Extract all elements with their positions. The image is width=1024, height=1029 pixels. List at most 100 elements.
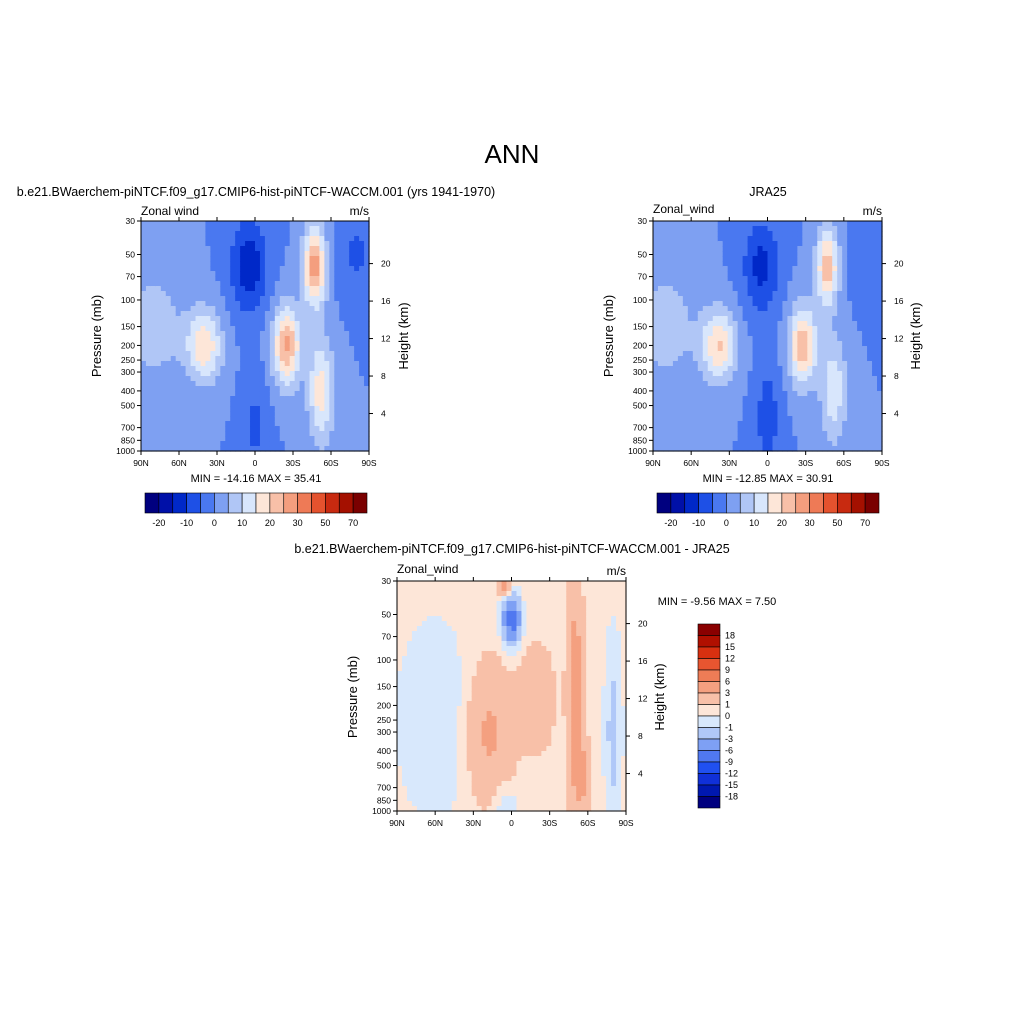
field-cell bbox=[334, 346, 340, 352]
field-cell bbox=[407, 656, 413, 662]
field-cell bbox=[673, 431, 679, 437]
field-cell bbox=[344, 241, 350, 247]
field-cell bbox=[397, 606, 403, 612]
field-cell bbox=[718, 351, 724, 357]
field-cell bbox=[658, 296, 664, 302]
y-tick-label: 100 bbox=[633, 295, 647, 305]
field-cell bbox=[240, 256, 246, 262]
field-cell bbox=[250, 431, 256, 437]
field-cell bbox=[191, 436, 197, 442]
field-cell bbox=[290, 376, 296, 382]
field-cell bbox=[782, 261, 788, 267]
field-cell bbox=[663, 316, 669, 322]
field-cell bbox=[141, 241, 147, 247]
field-cell bbox=[807, 266, 813, 272]
field-cell bbox=[260, 396, 266, 402]
field-cell bbox=[847, 276, 853, 282]
y-right-tick-label: 12 bbox=[381, 334, 391, 344]
field-cell bbox=[457, 696, 463, 702]
field-cell bbox=[772, 331, 778, 337]
field-cell bbox=[842, 321, 848, 327]
field-cell bbox=[295, 331, 301, 337]
field-cell bbox=[141, 301, 147, 307]
field-cell bbox=[683, 346, 689, 352]
field-cell bbox=[397, 731, 403, 737]
field-cell bbox=[768, 306, 774, 312]
field-cell bbox=[452, 611, 458, 617]
field-cell bbox=[792, 291, 798, 297]
field-cell bbox=[397, 641, 403, 647]
colorbar-box bbox=[796, 493, 810, 513]
field-cell bbox=[768, 271, 774, 277]
field-cell bbox=[748, 246, 754, 252]
field-cell bbox=[867, 271, 873, 277]
field-cell bbox=[763, 266, 769, 272]
panel-obs-stats: MIN = -12.85 MAX = 30.91 bbox=[703, 473, 834, 485]
field-cell bbox=[260, 376, 266, 382]
field-cell bbox=[713, 336, 719, 342]
field-cell bbox=[842, 261, 848, 267]
field-cell bbox=[427, 676, 433, 682]
field-cell bbox=[295, 341, 301, 347]
field-cell bbox=[205, 381, 211, 387]
field-cell bbox=[225, 386, 231, 392]
field-cell bbox=[339, 246, 345, 252]
field-cell bbox=[768, 226, 774, 232]
field-cell bbox=[738, 401, 744, 407]
field-cell bbox=[842, 271, 848, 277]
field-cell bbox=[872, 311, 878, 317]
field-cell bbox=[339, 371, 345, 377]
y-right-tick-label: 8 bbox=[381, 371, 386, 381]
field-cell bbox=[156, 256, 162, 262]
field-cell bbox=[235, 226, 241, 232]
field-cell bbox=[412, 676, 418, 682]
field-cell bbox=[698, 411, 704, 417]
field-cell bbox=[334, 396, 340, 402]
field-cell bbox=[225, 351, 231, 357]
field-cell bbox=[748, 431, 754, 437]
field-cell bbox=[708, 371, 714, 377]
field-cell bbox=[832, 336, 838, 342]
field-cell bbox=[290, 221, 296, 227]
field-cell bbox=[314, 401, 320, 407]
field-cell bbox=[698, 331, 704, 337]
field-cell bbox=[693, 286, 699, 292]
field-cell bbox=[713, 281, 719, 287]
field-cell bbox=[146, 391, 152, 397]
field-cell bbox=[447, 611, 453, 617]
field-cell bbox=[319, 441, 325, 447]
field-cell bbox=[275, 326, 281, 332]
field-cell bbox=[245, 301, 251, 307]
field-cell bbox=[782, 336, 788, 342]
field-cell bbox=[447, 656, 453, 662]
field-cell bbox=[280, 391, 286, 397]
field-cell bbox=[872, 336, 878, 342]
field-cell bbox=[300, 301, 306, 307]
field-cell bbox=[673, 426, 679, 432]
field-cell bbox=[768, 326, 774, 332]
field-cell bbox=[442, 686, 448, 692]
field-cell bbox=[772, 271, 778, 277]
field-cell bbox=[270, 421, 276, 427]
field-cell bbox=[718, 241, 724, 247]
field-cell bbox=[787, 421, 793, 427]
field-cell bbox=[728, 431, 734, 437]
field-cell bbox=[329, 366, 335, 372]
field-cell bbox=[324, 281, 330, 287]
field-cell bbox=[867, 296, 873, 302]
field-cell bbox=[447, 771, 453, 777]
field-cell bbox=[310, 426, 316, 432]
field-cell bbox=[432, 721, 438, 727]
field-cell bbox=[349, 271, 355, 277]
field-cell bbox=[452, 656, 458, 662]
field-cell bbox=[230, 246, 236, 252]
field-cell bbox=[290, 256, 296, 262]
field-cell bbox=[205, 356, 211, 362]
field-cell bbox=[668, 391, 674, 397]
field-cell bbox=[673, 311, 679, 317]
field-cell bbox=[678, 286, 684, 292]
field-cell bbox=[265, 441, 271, 447]
field-cell bbox=[290, 306, 296, 312]
field-cell bbox=[285, 386, 291, 392]
field-cell bbox=[141, 341, 147, 347]
